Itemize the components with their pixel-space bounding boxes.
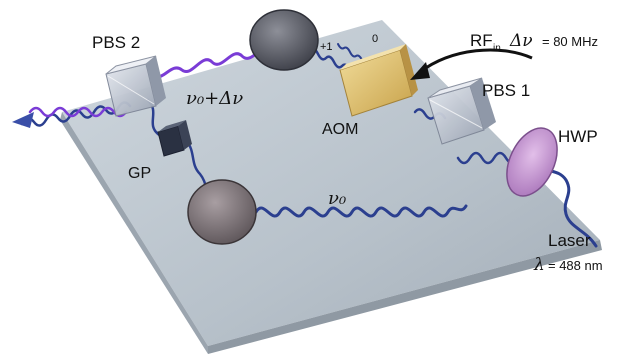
pbs2-side <box>146 56 166 106</box>
label-pbs1: PBS 1 <box>482 81 530 100</box>
top-mirror <box>249 9 319 71</box>
pbs2-diagonal <box>107 75 155 105</box>
label-beam-base: ν₀ <box>328 188 346 209</box>
big-mirror <box>187 179 257 245</box>
label-order-zero: 0 <box>372 33 378 45</box>
gp-side <box>178 120 192 150</box>
beam-mirror-to-pbs1 <box>254 204 468 218</box>
pbs1-diagonal <box>429 99 483 129</box>
top-mirror-face <box>249 9 319 71</box>
label-hwp: HWP <box>558 127 598 146</box>
beam-output-base <box>20 101 132 127</box>
label-laser: Laser <box>548 231 591 250</box>
pbs2-cube <box>105 55 166 117</box>
aom-top <box>340 44 406 70</box>
gp-plate <box>157 120 192 157</box>
pbs1-cube <box>427 77 496 145</box>
rf-arrow <box>410 48 533 80</box>
label-gp: GP <box>128 165 151 182</box>
label-order-plus: +1 <box>320 41 333 53</box>
pbs1-side <box>470 78 496 130</box>
beam-output-shifted <box>28 106 128 118</box>
label-wavelength-symbol: λ <box>533 255 545 275</box>
aom <box>339 44 418 117</box>
label-rf-delta: Δν <box>509 31 533 51</box>
label-rf-sub: in <box>493 43 501 54</box>
hwp-disc <box>506 127 558 197</box>
table-edge-front <box>208 240 602 354</box>
label-aom: AOM <box>322 121 358 138</box>
beam-order-zero <box>337 43 363 61</box>
label-beam-shifted: ν₀+Δν <box>186 88 243 109</box>
table-edge-left <box>60 112 208 354</box>
rf-arrow-line <box>419 48 533 74</box>
big-mirror-face <box>187 179 257 245</box>
optical-table <box>60 20 602 354</box>
beam-aom-to-top-mirror <box>308 47 352 72</box>
label-rf-value: = 80 MHz <box>542 34 598 49</box>
aom-side <box>400 44 418 96</box>
output-arrowhead <box>12 112 34 128</box>
gp-top <box>158 120 186 132</box>
rf-arrow-head <box>410 62 430 80</box>
label-pbs2: PBS 2 <box>92 33 140 52</box>
label-wavelength-value: = 488 nm <box>548 258 603 273</box>
beam-shifted-to-pbs2 <box>154 47 274 79</box>
table-top <box>62 20 600 346</box>
label-rf: RF <box>470 31 493 50</box>
hwp <box>506 127 558 197</box>
